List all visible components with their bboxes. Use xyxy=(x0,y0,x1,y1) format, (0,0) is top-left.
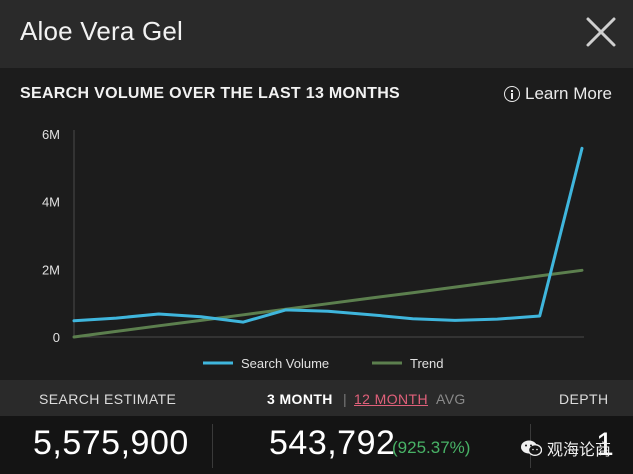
legend-label-search-volume: Search Volume xyxy=(241,356,329,371)
wechat-icon xyxy=(521,440,542,456)
search-estimate-label: SEARCH ESTIMATE xyxy=(39,391,177,407)
legend-label-trend: Trend xyxy=(410,356,443,371)
y-tick-label: 6M xyxy=(42,127,60,142)
search-estimate-value: 5,575,900 xyxy=(33,424,189,462)
trend-line xyxy=(72,268,584,339)
stats-divider xyxy=(212,424,213,468)
y-tick-label: 2M xyxy=(42,262,60,277)
three-month-change: (925.37%) xyxy=(392,438,471,457)
chart-panel xyxy=(0,68,633,380)
page-title: Aloe Vera Gel xyxy=(20,16,184,46)
watermark-text: 观海论商 xyxy=(547,442,612,459)
y-tick-label: 0 xyxy=(53,330,60,345)
three-month-value: 543,792 xyxy=(269,424,396,462)
chart-title: SEARCH VOLUME OVER THE LAST 13 MONTHS xyxy=(20,85,401,102)
search-volume-line xyxy=(72,146,584,324)
tab-3-month[interactable]: 3 MONTH xyxy=(267,391,333,407)
y-tick-label: 4M xyxy=(42,195,60,210)
stats-header xyxy=(0,380,633,416)
watermark: 观海论商 xyxy=(520,436,611,460)
search-volume-chart: 0 2M 4M 6M Search Volume Trend xyxy=(42,127,584,371)
info-icon xyxy=(504,86,520,102)
learn-more-label: Learn More xyxy=(525,84,612,103)
close-button[interactable] xyxy=(584,15,618,49)
tab-12-month[interactable]: 12 MONTH xyxy=(354,391,428,407)
depth-label: DEPTH xyxy=(559,391,609,407)
avg-label: AVG xyxy=(436,391,466,407)
tab-separator: | xyxy=(343,391,348,407)
learn-more-link[interactable]: Learn More xyxy=(504,83,612,105)
close-icon xyxy=(586,17,616,47)
depth-value: 1 xyxy=(596,426,614,462)
title-bar xyxy=(0,0,633,68)
